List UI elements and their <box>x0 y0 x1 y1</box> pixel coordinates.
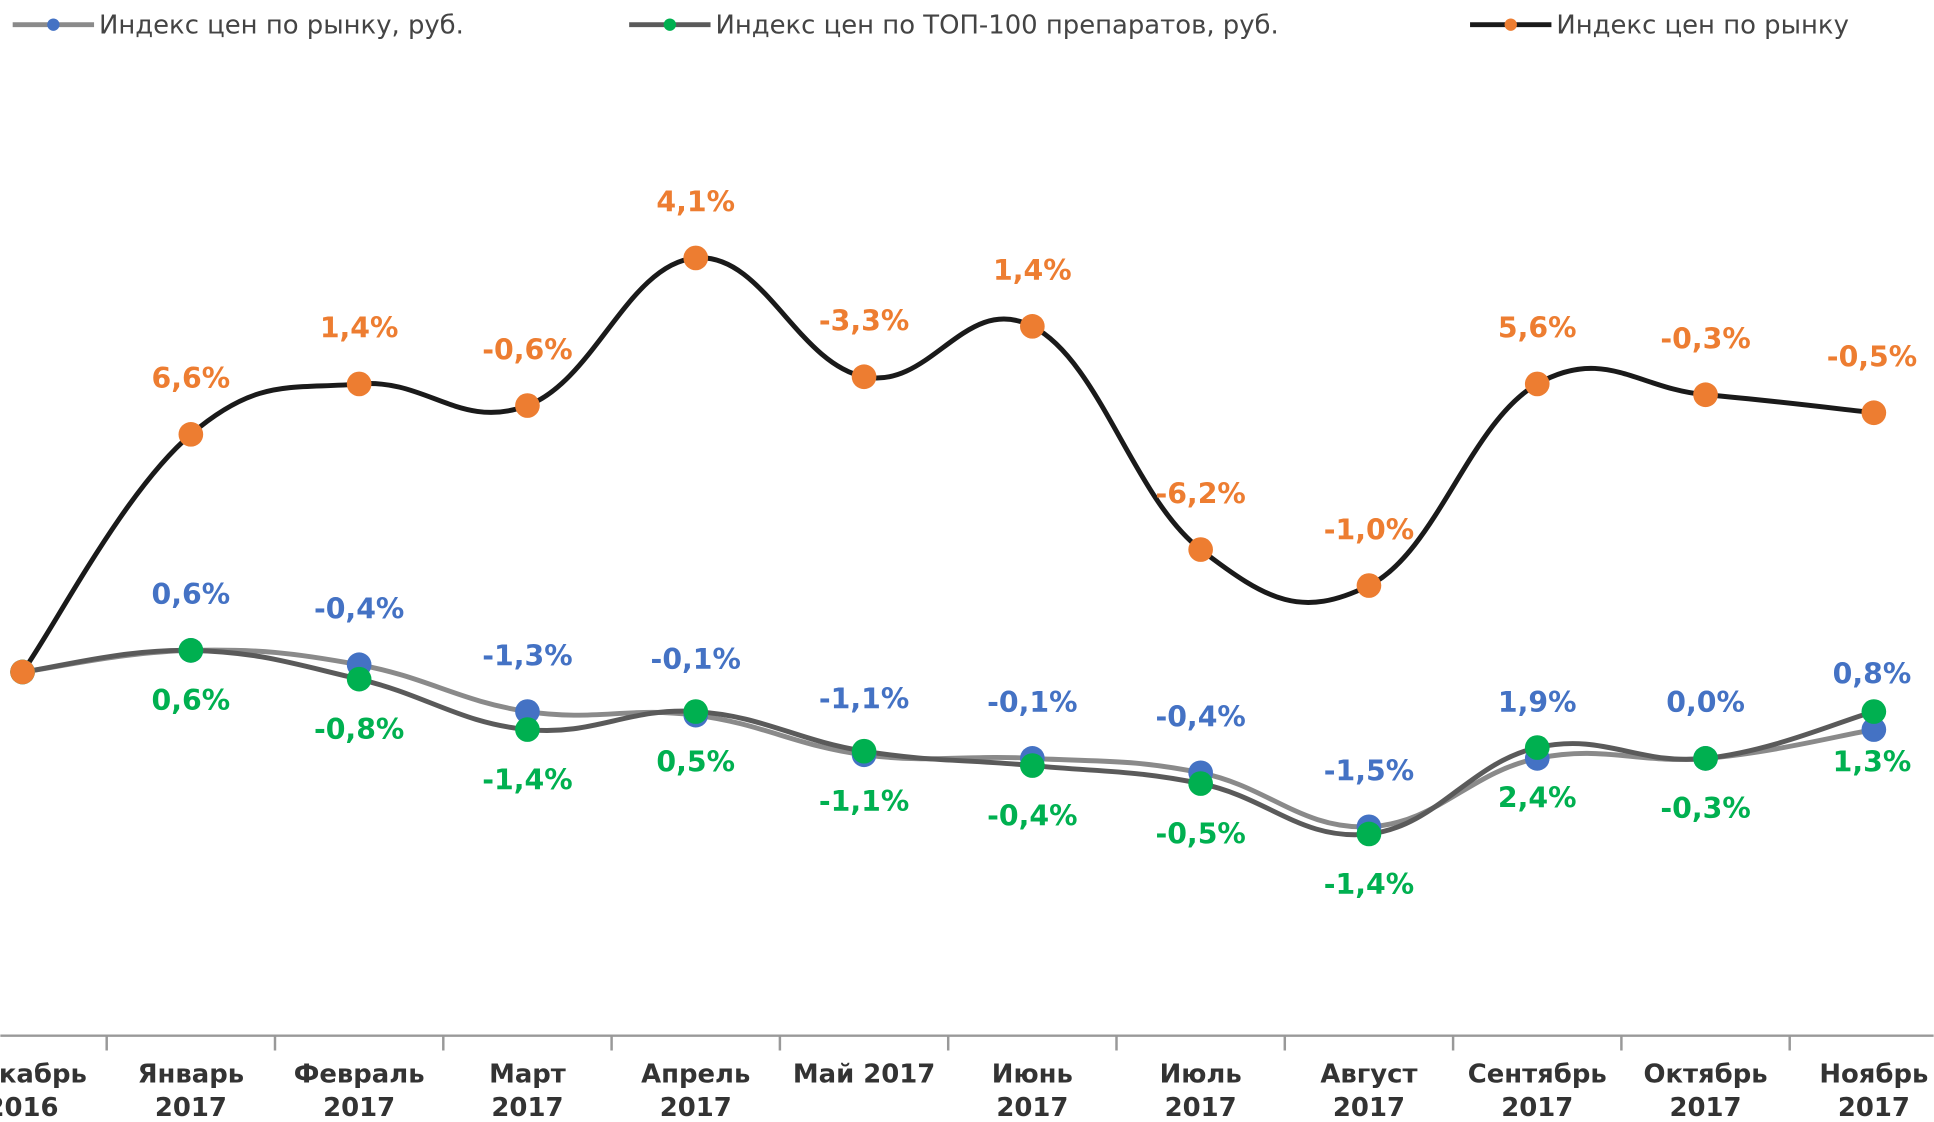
data-label: -0,3% <box>1660 792 1750 825</box>
data-point <box>515 717 540 742</box>
data-point <box>683 245 709 271</box>
data-point <box>10 659 35 685</box>
data-point <box>178 638 204 663</box>
x-tick-label: 2017 <box>491 1093 563 1122</box>
data-point <box>1861 717 1887 742</box>
data-label: -0,5% <box>1155 817 1245 850</box>
data-label: -0,1% <box>651 643 741 676</box>
data-label: 1,3% <box>1833 745 1912 778</box>
series-line <box>22 647 1875 838</box>
data-label: 1,4% <box>993 254 1072 287</box>
data-label: 0,6% <box>152 684 231 717</box>
series-line <box>20 255 1875 674</box>
data-point <box>178 422 204 447</box>
data-point <box>851 738 877 764</box>
x-tick-label: 2017 <box>1838 1093 1910 1122</box>
x-tick-label: Июль <box>1160 1060 1242 1090</box>
data-label: -0,6% <box>482 333 572 366</box>
x-tick-label: Май 2017 <box>793 1060 935 1090</box>
x-tick-label: Сентябрь <box>1468 1060 1607 1090</box>
legend-label: Индекс цен по рынку, руб. <box>99 10 464 40</box>
data-point <box>1693 382 1718 408</box>
data-label: 1,9% <box>1498 686 1577 719</box>
data-point <box>1524 371 1550 397</box>
data-point <box>346 666 372 692</box>
x-tick-label: Февраль <box>294 1060 425 1090</box>
data-label: -0,5% <box>1827 340 1917 373</box>
data-label: -3,3% <box>819 304 909 337</box>
data-label: -0,1% <box>987 686 1077 719</box>
data-point <box>851 364 877 390</box>
data-label: -0,4% <box>1155 701 1245 734</box>
x-tick-label: 2017 <box>1333 1093 1405 1122</box>
legend-marker <box>663 18 677 31</box>
x-tick-label: 2017 <box>323 1093 395 1122</box>
data-label: -1,1% <box>819 785 909 818</box>
x-tick-label: Апрель <box>641 1060 750 1090</box>
x-tick-label: 2016 <box>0 1093 59 1122</box>
data-point <box>1188 771 1213 796</box>
data-label: -0,4% <box>314 593 404 626</box>
x-tick-label: 2017 <box>1165 1093 1237 1122</box>
data-point <box>1356 573 1382 598</box>
data-label: -1,1% <box>819 683 909 716</box>
data-label: 0,5% <box>656 745 735 778</box>
data-label: 5,6% <box>1498 312 1577 345</box>
data-point <box>1693 746 1718 771</box>
legend-marker <box>1504 18 1517 31</box>
data-label: 2,4% <box>1498 781 1577 814</box>
data-point <box>1524 735 1550 760</box>
x-tick-label: Июнь <box>992 1060 1073 1090</box>
legend-label: Индекс цен по рынку <box>1556 10 1849 40</box>
x-tick-label: Январь <box>138 1060 245 1090</box>
x-tick-label: 2017 <box>155 1093 227 1122</box>
data-label: 0,6% <box>152 578 231 611</box>
x-tick-label: Ноябрь <box>1819 1060 1928 1090</box>
data-point <box>515 699 540 724</box>
x-tick-label: 2017 <box>660 1093 732 1122</box>
data-point <box>1188 537 1213 562</box>
x-tick-label: 2017 <box>1501 1093 1573 1122</box>
x-tick-label: Декабрь <box>0 1060 87 1090</box>
data-point <box>1020 753 1045 778</box>
data-label: -6,2% <box>1155 477 1245 510</box>
data-label: -1,5% <box>1324 755 1414 788</box>
data-point <box>683 699 709 724</box>
series-line <box>22 647 1875 830</box>
x-tick-label: 2017 <box>1670 1093 1742 1122</box>
legend-marker <box>47 18 60 31</box>
data-point <box>1861 400 1887 426</box>
data-label: 6,6% <box>152 362 231 395</box>
data-point <box>1020 314 1045 339</box>
data-label: -1,3% <box>482 639 572 672</box>
data-label: -0,4% <box>987 799 1077 832</box>
data-point <box>346 371 372 397</box>
data-label: -0,8% <box>314 713 404 746</box>
data-point <box>515 393 540 418</box>
x-tick-label: Август <box>1320 1060 1417 1090</box>
data-label: 0,0% <box>1666 686 1745 719</box>
data-point <box>1861 699 1887 724</box>
data-label: -1,4% <box>482 763 572 796</box>
data-label: 1,4% <box>320 312 399 345</box>
data-label: 0,8% <box>1833 657 1912 690</box>
data-point <box>1356 821 1382 847</box>
x-tick-label: 2017 <box>996 1093 1068 1122</box>
data-label: -1,0% <box>1324 513 1414 546</box>
legend-label: Индекс цен по ТОП-100 препаратов, руб. <box>715 10 1278 40</box>
data-label: -1,4% <box>1324 868 1414 901</box>
x-tick-label: Март <box>489 1060 566 1090</box>
data-label: -0,3% <box>1660 322 1750 355</box>
data-label: 4,1% <box>656 186 735 219</box>
x-tick-label: Октябрь <box>1643 1060 1767 1090</box>
